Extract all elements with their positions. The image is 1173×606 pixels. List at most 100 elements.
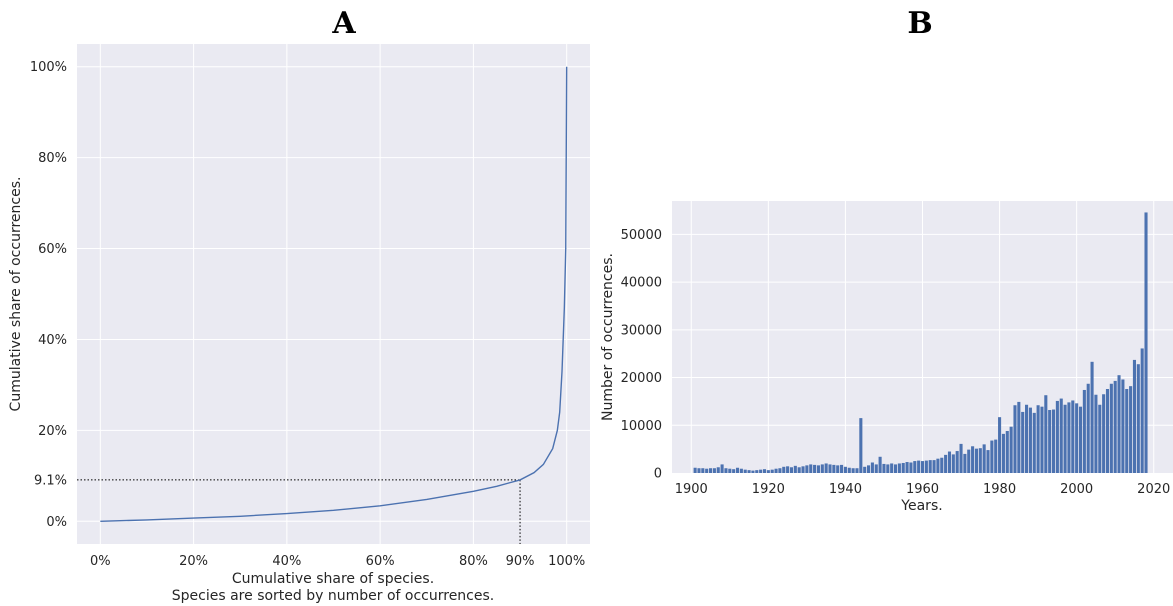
bar [1005, 431, 1009, 473]
bar [1009, 426, 1013, 473]
bar [955, 451, 959, 473]
bar [712, 468, 716, 473]
bar [770, 469, 774, 473]
bar [1051, 409, 1056, 473]
bar [805, 465, 809, 473]
bar [836, 465, 840, 473]
panel-b-x-ticks: 1900 1920 1940 1960 1980 2000 2020 [675, 482, 1171, 497]
bar [901, 462, 905, 473]
panel-a-lorenz-curve [100, 66, 568, 522]
x-tick-label: 90% [506, 554, 535, 569]
bar [774, 468, 778, 473]
bar [1117, 375, 1121, 473]
y-tick-label: 30000 [621, 323, 662, 338]
bar [909, 462, 913, 473]
bar [863, 466, 867, 473]
bar [789, 467, 794, 473]
bar [897, 463, 901, 473]
bar [813, 464, 817, 473]
bar [974, 448, 978, 473]
bar [786, 466, 790, 473]
panel-b-y-ticks: 0 10000 20000 30000 40000 50000 [621, 228, 662, 482]
bar [905, 462, 909, 473]
bar [944, 454, 948, 473]
bar [851, 468, 855, 473]
panel-a-cumulative-chart: A 0% 20% 40% 60% 80% 90% 100% 0% 9.1% 20% 40% 60% 8… [8, 6, 590, 604]
panel-a-y-ticks: 0% 9.1% 20% 40% 60% 80% 100% [30, 60, 67, 530]
bar [959, 443, 963, 473]
bar [751, 470, 755, 473]
x-tick-label: 100% [548, 554, 585, 569]
x-tick-label: 1920 [752, 482, 785, 497]
y-tick-label: 40000 [621, 276, 662, 291]
bar [890, 463, 894, 473]
bar [1025, 404, 1029, 473]
bar [735, 467, 740, 473]
bar [1013, 405, 1017, 473]
x-tick-label: 1940 [829, 482, 862, 497]
x-tick-label: 1960 [906, 482, 939, 497]
bar [1102, 394, 1106, 473]
bar [1136, 364, 1140, 473]
bar [755, 470, 759, 473]
bar [998, 417, 1002, 473]
bar [1040, 406, 1044, 473]
bar [1129, 386, 1133, 473]
bar [1048, 410, 1052, 473]
y-tick-label: 60% [38, 242, 67, 257]
bar [739, 468, 743, 473]
bar [743, 469, 747, 473]
bar [936, 458, 940, 473]
bar [878, 456, 882, 473]
bar [1067, 402, 1071, 473]
panel-b-yearly-bar-chart: B 1900 1920 1940 1960 1980 2000 2020 0 10000 200… [600, 6, 1173, 514]
bar [809, 464, 813, 473]
bar [797, 467, 801, 473]
panel-b-title: B [907, 6, 932, 41]
bar [709, 468, 713, 473]
bar [1140, 348, 1144, 473]
bar [893, 464, 898, 473]
bar [720, 464, 724, 473]
bar [1001, 433, 1005, 473]
bar [1032, 412, 1036, 473]
bar [874, 464, 878, 473]
bar [1132, 359, 1136, 473]
panel-a-reference-lines [77, 479, 521, 544]
bar [978, 448, 982, 473]
panel-b-x-label: Years. [900, 498, 942, 514]
y-tick-label: 100% [30, 60, 67, 75]
panel-b-grid [672, 201, 1173, 473]
bar [778, 468, 782, 473]
x-tick-label: 80% [459, 554, 488, 569]
bar [924, 460, 928, 473]
bar [716, 467, 720, 473]
bar [824, 463, 828, 473]
bar [762, 469, 767, 473]
y-tick-label: 50000 [621, 228, 662, 243]
bar [747, 470, 751, 473]
bar [1063, 404, 1067, 473]
y-tick-label: 20% [38, 424, 67, 439]
bar [928, 460, 932, 473]
panel-a-x-ticks: 0% 20% 40% 60% 80% 90% 100% [90, 554, 585, 569]
bar [963, 453, 967, 473]
bar [940, 457, 944, 473]
y-tick-label: 9.1% [34, 473, 67, 488]
bar [870, 462, 874, 473]
panel-a-y-label: Cumulative share of occurrences. [8, 177, 24, 412]
bar [820, 464, 824, 473]
bar [917, 460, 921, 473]
x-tick-label: 0% [90, 554, 111, 569]
bar [1044, 395, 1048, 473]
y-tick-label: 20000 [621, 371, 662, 386]
y-tick-label: 0% [46, 515, 67, 530]
panel-a-plot-area [77, 44, 590, 544]
bar [724, 468, 728, 473]
bar [1055, 400, 1059, 473]
bar [886, 464, 890, 473]
bar [843, 466, 847, 473]
bar [693, 467, 697, 473]
bar [982, 444, 986, 473]
